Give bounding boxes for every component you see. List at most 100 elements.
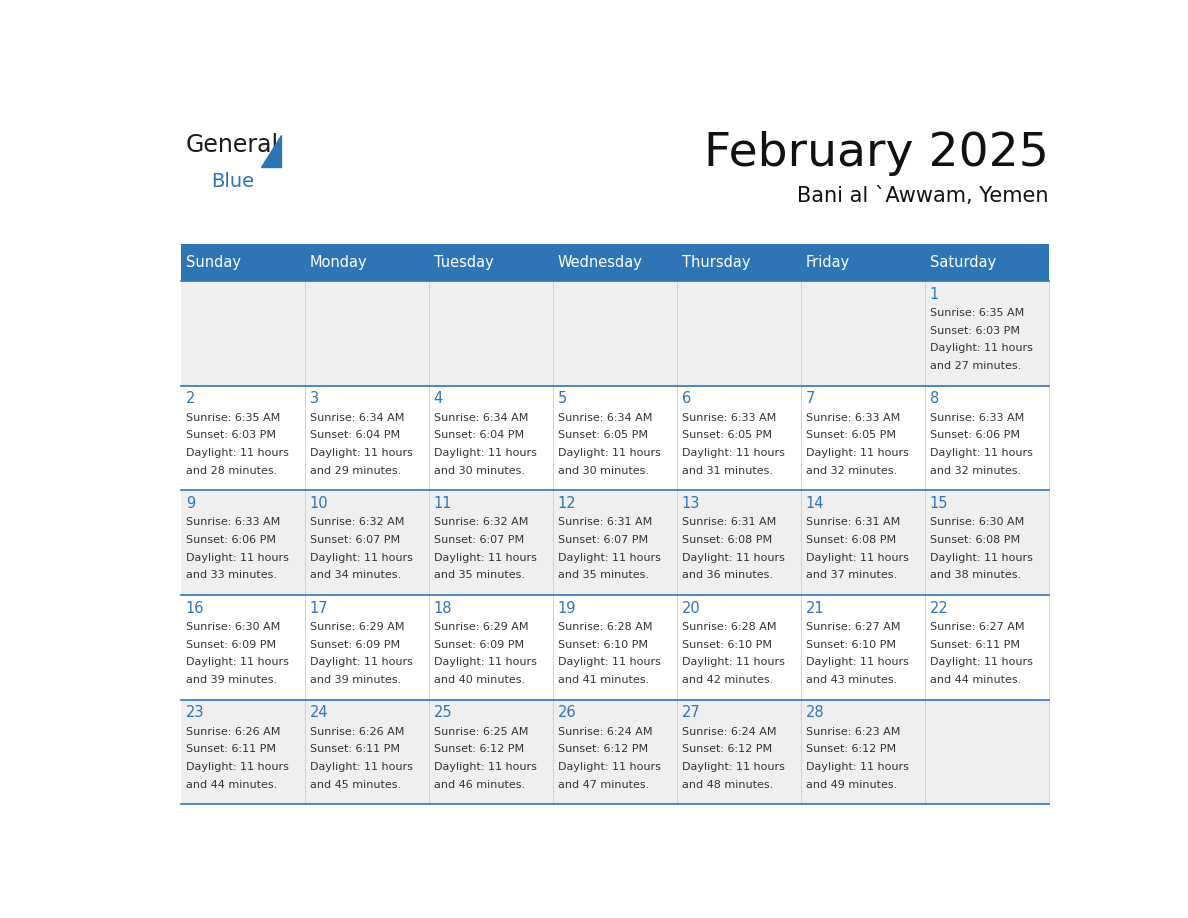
Text: 27: 27 <box>682 705 701 721</box>
Text: Sunrise: 6:27 AM: Sunrise: 6:27 AM <box>805 621 901 632</box>
Text: Sunset: 6:07 PM: Sunset: 6:07 PM <box>310 535 400 545</box>
Text: February 2025: February 2025 <box>704 131 1049 176</box>
Text: Sunrise: 6:35 AM: Sunrise: 6:35 AM <box>185 413 280 422</box>
Text: Sunrise: 6:33 AM: Sunrise: 6:33 AM <box>682 413 776 422</box>
Text: Sunset: 6:10 PM: Sunset: 6:10 PM <box>682 640 772 650</box>
Bar <box>552 244 677 281</box>
Text: and 32 minutes.: and 32 minutes. <box>930 465 1020 476</box>
Text: Friday: Friday <box>805 255 851 270</box>
Text: Sunrise: 6:32 AM: Sunrise: 6:32 AM <box>434 518 529 527</box>
Text: Sunrise: 6:33 AM: Sunrise: 6:33 AM <box>930 413 1024 422</box>
Text: Daylight: 11 hours: Daylight: 11 hours <box>682 762 785 772</box>
Text: 9: 9 <box>185 496 195 511</box>
Text: 18: 18 <box>434 600 453 616</box>
Text: Thursday: Thursday <box>682 255 751 270</box>
Text: Sunset: 6:08 PM: Sunset: 6:08 PM <box>805 535 896 545</box>
Text: Daylight: 11 hours: Daylight: 11 hours <box>805 657 909 667</box>
Text: Sunset: 6:12 PM: Sunset: 6:12 PM <box>682 744 772 755</box>
Text: Daylight: 11 hours: Daylight: 11 hours <box>682 448 785 458</box>
Text: Sunday: Sunday <box>185 255 241 270</box>
Text: and 40 minutes.: and 40 minutes. <box>434 675 525 685</box>
Text: and 31 minutes.: and 31 minutes. <box>682 465 773 476</box>
Text: Sunset: 6:12 PM: Sunset: 6:12 PM <box>558 744 647 755</box>
Text: and 34 minutes.: and 34 minutes. <box>310 570 400 580</box>
Bar <box>429 244 552 281</box>
Bar <box>181 386 1049 490</box>
Text: 28: 28 <box>805 705 824 721</box>
Text: 8: 8 <box>930 391 940 407</box>
Text: and 38 minutes.: and 38 minutes. <box>930 570 1020 580</box>
Text: Sunrise: 6:31 AM: Sunrise: 6:31 AM <box>805 518 901 527</box>
Text: 11: 11 <box>434 496 453 511</box>
Bar <box>925 244 1049 281</box>
Text: Sunset: 6:08 PM: Sunset: 6:08 PM <box>930 535 1020 545</box>
Text: Sunset: 6:03 PM: Sunset: 6:03 PM <box>185 431 276 441</box>
Text: 16: 16 <box>185 600 204 616</box>
Text: and 32 minutes.: and 32 minutes. <box>805 465 897 476</box>
Text: 17: 17 <box>310 600 328 616</box>
Text: and 27 minutes.: and 27 minutes. <box>930 361 1022 371</box>
Text: Sunrise: 6:29 AM: Sunrise: 6:29 AM <box>310 621 404 632</box>
Text: Sunset: 6:04 PM: Sunset: 6:04 PM <box>434 431 524 441</box>
Bar <box>181 244 305 281</box>
Text: Sunset: 6:05 PM: Sunset: 6:05 PM <box>805 431 896 441</box>
Text: 5: 5 <box>558 391 567 407</box>
Text: and 29 minutes.: and 29 minutes. <box>310 465 402 476</box>
Text: Sunrise: 6:34 AM: Sunrise: 6:34 AM <box>558 413 652 422</box>
Polygon shape <box>261 135 282 167</box>
Text: and 28 minutes.: and 28 minutes. <box>185 465 277 476</box>
Text: and 36 minutes.: and 36 minutes. <box>682 570 773 580</box>
Text: and 35 minutes.: and 35 minutes. <box>434 570 525 580</box>
Text: Sunset: 6:07 PM: Sunset: 6:07 PM <box>558 535 647 545</box>
Text: Daylight: 11 hours: Daylight: 11 hours <box>310 448 412 458</box>
Text: Blue: Blue <box>211 173 254 191</box>
Text: Daylight: 11 hours: Daylight: 11 hours <box>558 762 661 772</box>
Bar <box>181 281 1049 386</box>
Text: 24: 24 <box>310 705 328 721</box>
Text: 10: 10 <box>310 496 328 511</box>
Text: Sunset: 6:09 PM: Sunset: 6:09 PM <box>185 640 276 650</box>
Text: General: General <box>185 133 278 158</box>
Text: Daylight: 11 hours: Daylight: 11 hours <box>930 448 1032 458</box>
Text: Sunset: 6:11 PM: Sunset: 6:11 PM <box>185 744 276 755</box>
Text: Saturday: Saturday <box>930 255 996 270</box>
Text: Sunrise: 6:30 AM: Sunrise: 6:30 AM <box>185 621 280 632</box>
Bar <box>305 244 429 281</box>
Text: and 47 minutes.: and 47 minutes. <box>558 779 649 789</box>
Text: 19: 19 <box>558 600 576 616</box>
Text: 1: 1 <box>930 286 940 302</box>
Text: Sunset: 6:12 PM: Sunset: 6:12 PM <box>805 744 896 755</box>
Text: Sunset: 6:10 PM: Sunset: 6:10 PM <box>558 640 647 650</box>
Text: Sunset: 6:12 PM: Sunset: 6:12 PM <box>434 744 524 755</box>
Text: 2: 2 <box>185 391 195 407</box>
Text: Sunrise: 6:32 AM: Sunrise: 6:32 AM <box>310 518 404 527</box>
Text: and 37 minutes.: and 37 minutes. <box>805 570 897 580</box>
Text: 12: 12 <box>558 496 576 511</box>
Text: Daylight: 11 hours: Daylight: 11 hours <box>434 762 537 772</box>
Text: and 49 minutes.: and 49 minutes. <box>805 779 897 789</box>
Text: and 44 minutes.: and 44 minutes. <box>185 779 277 789</box>
Text: Daylight: 11 hours: Daylight: 11 hours <box>558 657 661 667</box>
Text: Sunrise: 6:29 AM: Sunrise: 6:29 AM <box>434 621 529 632</box>
Text: and 46 minutes.: and 46 minutes. <box>434 779 525 789</box>
Text: Tuesday: Tuesday <box>434 255 493 270</box>
Text: Sunset: 6:09 PM: Sunset: 6:09 PM <box>310 640 400 650</box>
Text: Daylight: 11 hours: Daylight: 11 hours <box>310 657 412 667</box>
Text: Sunrise: 6:31 AM: Sunrise: 6:31 AM <box>682 518 776 527</box>
Text: Sunrise: 6:34 AM: Sunrise: 6:34 AM <box>310 413 404 422</box>
Text: Wednesday: Wednesday <box>558 255 643 270</box>
Text: Sunset: 6:05 PM: Sunset: 6:05 PM <box>558 431 647 441</box>
Text: and 35 minutes.: and 35 minutes. <box>558 570 649 580</box>
Text: Sunset: 6:04 PM: Sunset: 6:04 PM <box>310 431 400 441</box>
Text: 20: 20 <box>682 600 701 616</box>
Text: 25: 25 <box>434 705 453 721</box>
Text: and 44 minutes.: and 44 minutes. <box>930 675 1022 685</box>
Text: Bani al `Awwam, Yemen: Bani al `Awwam, Yemen <box>797 185 1049 206</box>
Text: Sunset: 6:09 PM: Sunset: 6:09 PM <box>434 640 524 650</box>
Text: Sunset: 6:11 PM: Sunset: 6:11 PM <box>310 744 399 755</box>
Text: 23: 23 <box>185 705 204 721</box>
Text: Daylight: 11 hours: Daylight: 11 hours <box>434 553 537 563</box>
Text: Daylight: 11 hours: Daylight: 11 hours <box>558 553 661 563</box>
Text: Sunrise: 6:28 AM: Sunrise: 6:28 AM <box>682 621 776 632</box>
Text: Sunrise: 6:24 AM: Sunrise: 6:24 AM <box>682 726 776 736</box>
